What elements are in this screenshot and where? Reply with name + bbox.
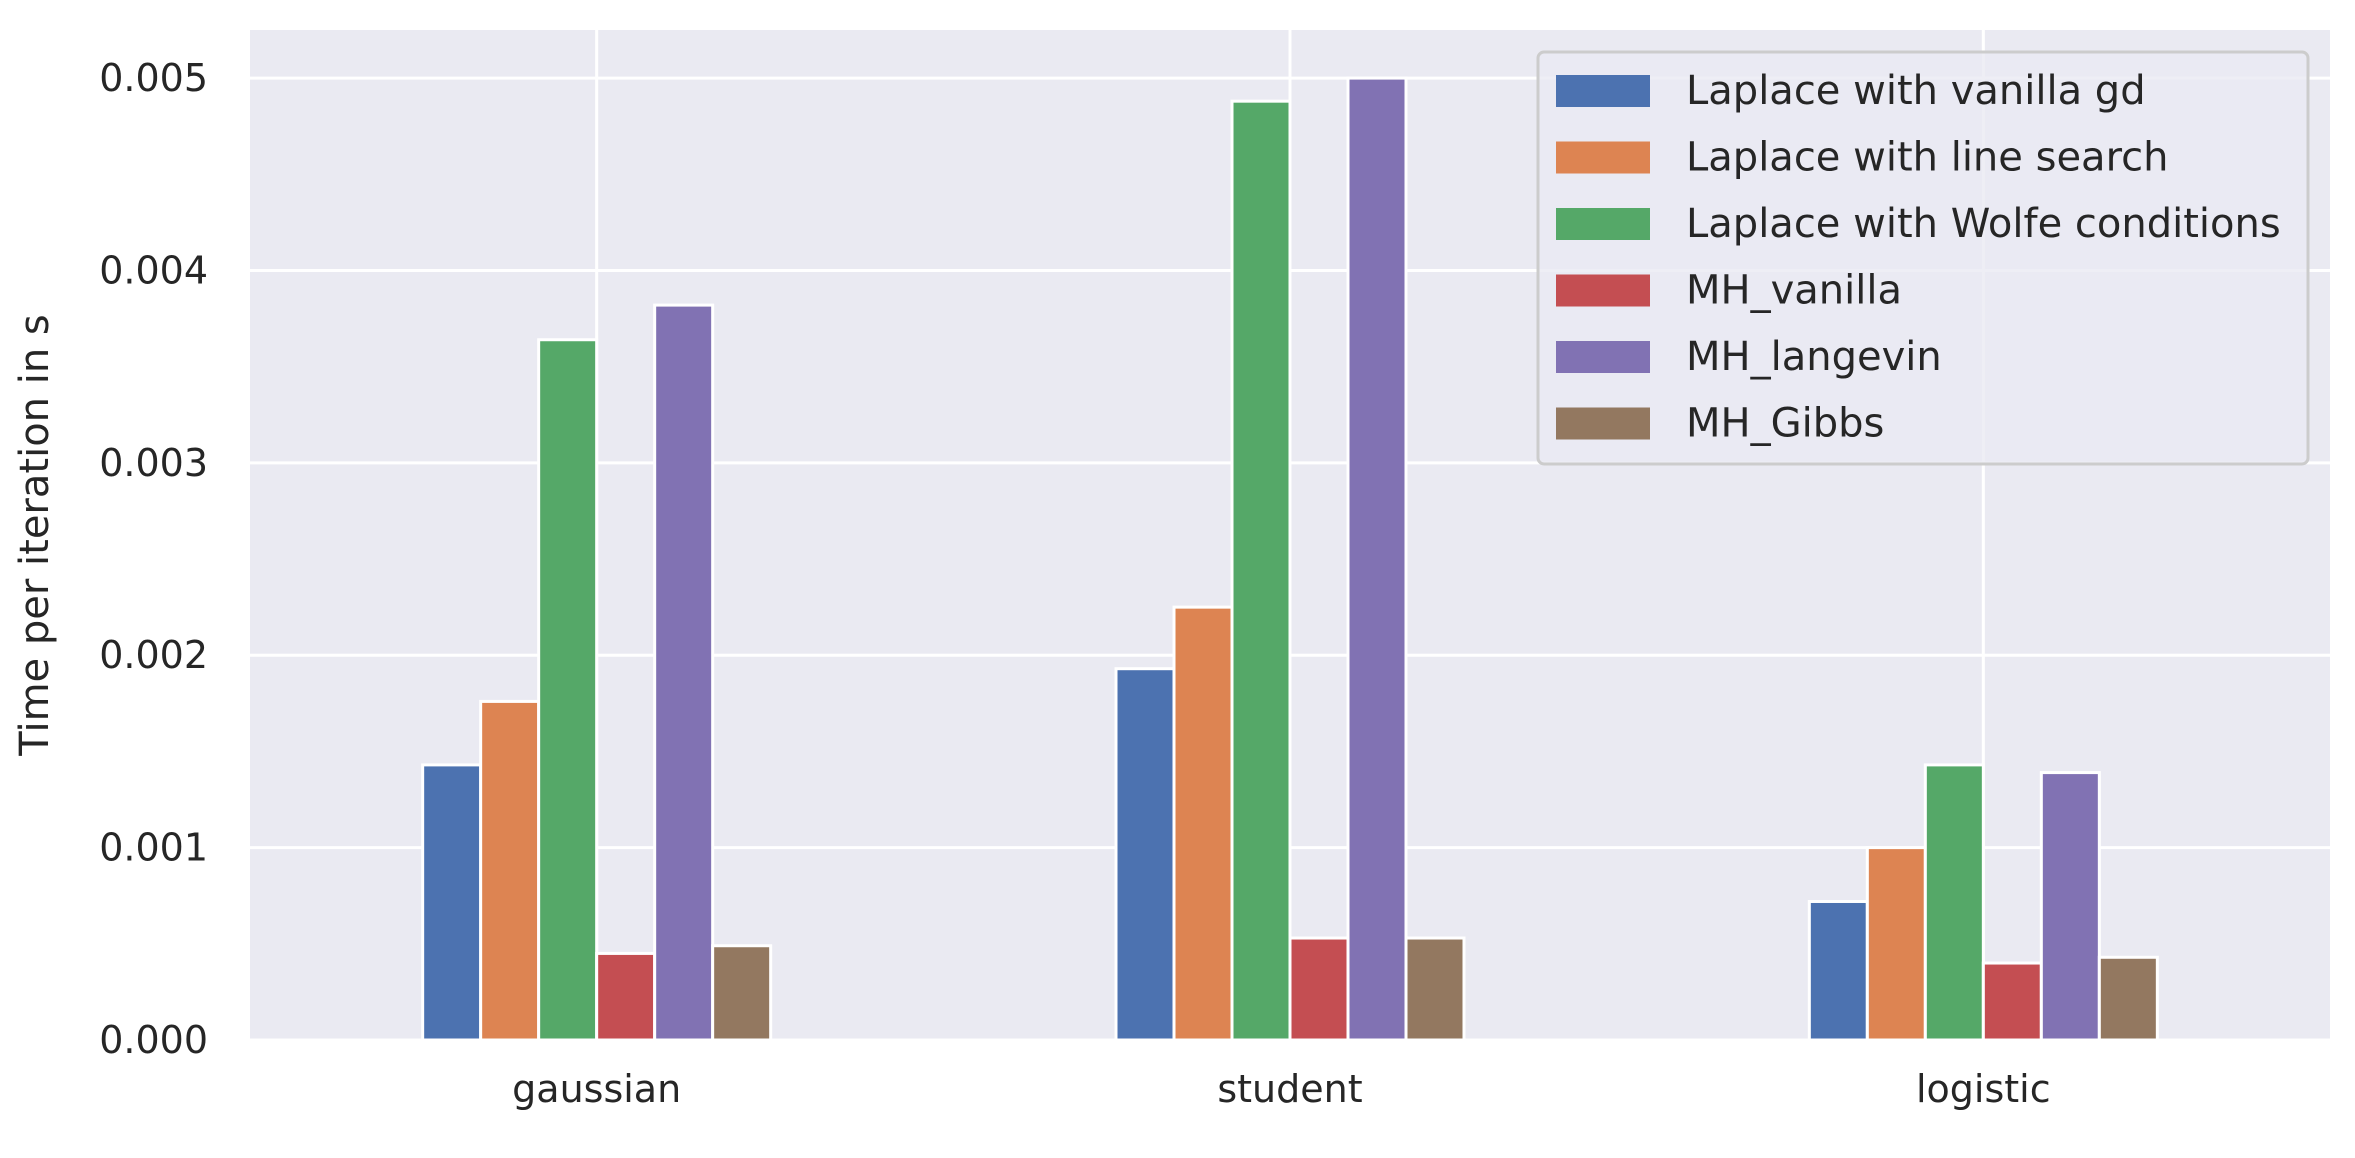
bar <box>1288 936 1350 1042</box>
legend-swatch <box>1556 75 1650 107</box>
bar <box>1981 961 2043 1042</box>
bar <box>421 763 483 1042</box>
x-axis-ticks: gaussian student logistic <box>512 1067 2050 1111</box>
y-tick-label: 0.002 <box>99 633 208 677</box>
y-tick-label: 0.005 <box>99 56 208 100</box>
legend-swatch <box>1556 407 1650 440</box>
legend-swatch <box>1556 274 1650 307</box>
legend: Laplace with vanilla gd Laplace with line… <box>1536 50 2310 466</box>
y-tick-label: 0.000 <box>99 1018 208 1062</box>
x-tick-label: logistic <box>1916 1067 2051 1111</box>
legend-label: Laplace with Wolfe conditions <box>1686 201 2281 247</box>
bar <box>2039 771 2101 1042</box>
bar <box>2097 955 2159 1042</box>
legend-label: Laplace with line search <box>1686 135 2168 181</box>
bar <box>1114 667 1176 1042</box>
bar <box>1807 899 1869 1042</box>
bar <box>653 303 715 1042</box>
legend-label: Laplace with vanilla gd <box>1686 68 2146 114</box>
bar <box>595 951 657 1042</box>
legend-swatch <box>1556 208 1650 240</box>
bar <box>479 699 541 1042</box>
legend-box <box>1536 50 2310 466</box>
bar <box>1346 76 1408 1042</box>
bar <box>711 944 773 1042</box>
bar <box>537 338 599 1042</box>
legend-swatch <box>1556 341 1650 373</box>
bar <box>1865 846 1927 1042</box>
x-tick-label: student <box>1217 1067 1362 1111</box>
bar <box>1172 605 1234 1042</box>
bar <box>1923 763 1985 1042</box>
bar <box>1230 99 1292 1042</box>
legend-swatch <box>1556 141 1650 174</box>
y-axis-label: Time per iteration in s <box>12 314 58 756</box>
legend-label: MH_Gibbs <box>1686 401 1884 447</box>
bar <box>1404 936 1466 1042</box>
y-axis-ticks: 0.000 0.001 0.002 0.003 0.004 0.005 <box>99 56 208 1062</box>
y-tick-label: 0.001 <box>99 826 208 870</box>
legend-label: MH_langevin <box>1686 334 1942 380</box>
x-tick-label: gaussian <box>512 1067 681 1111</box>
y-tick-label: 0.003 <box>99 441 208 485</box>
y-tick-label: 0.004 <box>99 248 208 292</box>
legend-label: MH_vanilla <box>1686 268 1902 314</box>
bars <box>421 76 2159 1042</box>
